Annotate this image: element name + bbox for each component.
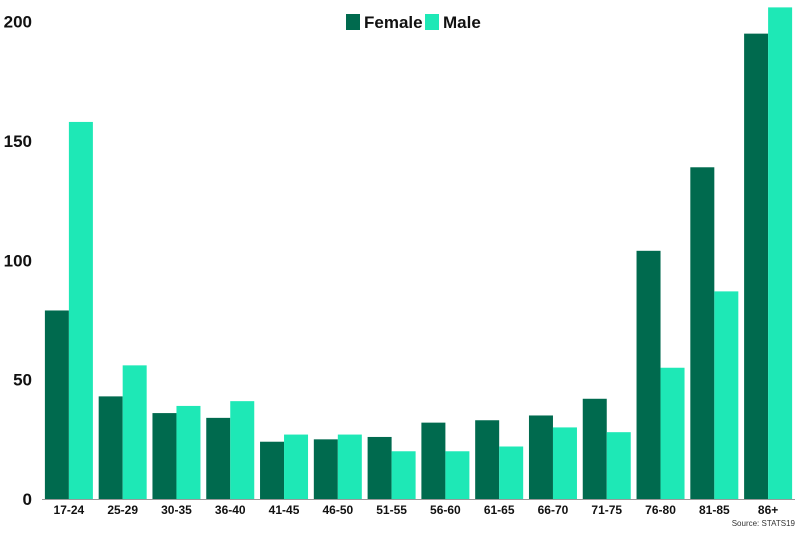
bar-female [528,415,553,499]
bar-female [636,250,661,499]
bar-male [768,7,793,499]
x-tick-label: 46-50 [322,503,353,517]
bar-male [660,367,685,499]
x-axis: 17-24 25-29 30-35 36-40 41-45 46-50 51-55 56-60… [42,499,795,517]
x-tick-label: 56-60 [430,503,461,517]
bar-male [606,432,631,499]
x-tick-label: 36-40 [215,503,246,517]
x-tick-label: 66-70 [538,503,569,517]
x-tick-label: 17-24 [54,503,85,517]
legend-swatch-male [425,14,439,30]
bar-female [690,167,715,499]
bar-female [44,310,69,499]
bar-female [367,436,392,499]
y-tick-label: 200 [4,13,32,32]
bar-female [98,396,123,499]
x-tick-label: 81-85 [699,503,730,517]
x-tick-label: 25-29 [107,503,138,517]
bar-female [744,33,769,499]
bar-male [391,451,416,499]
bar-female [313,439,338,499]
x-tick-label: 51-55 [376,503,407,517]
bar-female [582,398,607,499]
y-tick-label: 0 [23,490,32,509]
x-tick-label: 76-80 [645,503,676,517]
x-tick-label: 61-65 [484,503,515,517]
x-tick-label: 86+ [758,503,778,517]
legend-label-female: Female [364,13,423,32]
bar-male [445,451,470,499]
bar-male [68,121,93,499]
y-axis: 0 50 100 150 200 [4,13,32,509]
bar-female [475,420,500,499]
bar-female [260,441,285,499]
legend: Female Male [346,13,481,32]
y-tick-label: 100 [4,251,32,270]
legend-swatch-female [346,14,360,30]
legend-label-male: Male [443,13,481,32]
bar-male [176,405,201,499]
bar-male [714,291,739,499]
bar-female [206,417,231,499]
source-note: Source: STATS19 [732,519,796,528]
y-tick-label: 50 [13,371,32,390]
bar-female [152,413,177,499]
x-tick-label: 71-75 [591,503,622,517]
bar-male [337,434,362,499]
bar-series-group [44,7,793,499]
x-tick-label: 30-35 [161,503,192,517]
bar-male [230,401,255,499]
bar-male [499,446,524,499]
bar-male [122,365,147,499]
bar-male [552,427,577,499]
x-tick-label: 41-45 [269,503,300,517]
y-tick-label: 150 [4,132,32,151]
bar-male [284,434,309,499]
bar-female [421,422,446,499]
